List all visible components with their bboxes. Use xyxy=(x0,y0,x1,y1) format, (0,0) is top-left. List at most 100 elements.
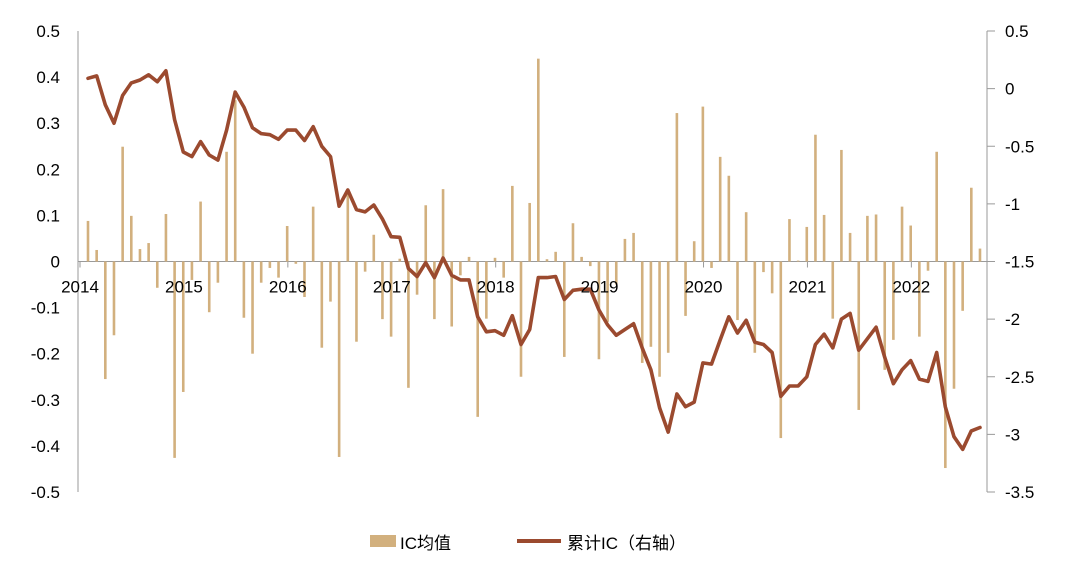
ic-bar xyxy=(329,261,332,302)
ic-bar xyxy=(121,146,124,262)
ic-bar xyxy=(485,261,488,319)
ic-bar xyxy=(381,261,384,320)
ic-bar xyxy=(372,234,376,262)
ic-bar xyxy=(692,241,696,262)
cumulative-ic-line xyxy=(86,69,982,452)
left-axis-tick-label: -0.2 xyxy=(31,345,60,364)
left-axis-tick-label: 0.5 xyxy=(36,22,60,41)
ic-bar xyxy=(588,261,592,267)
ic-bar xyxy=(718,156,722,262)
ic-bar xyxy=(970,187,973,262)
ic-bar xyxy=(961,261,964,311)
ic-bar xyxy=(147,243,150,262)
ic-bar xyxy=(727,175,731,262)
ic-bar xyxy=(840,149,843,262)
left-axis-tick-label: 0.2 xyxy=(36,160,60,179)
ic-bar xyxy=(796,260,800,262)
ic-bar xyxy=(710,261,713,268)
ic-bar xyxy=(649,261,653,347)
ic-bar xyxy=(86,220,90,262)
ic-bar xyxy=(450,261,454,327)
ic-bar xyxy=(675,113,679,262)
ic-bar xyxy=(294,261,298,264)
ic-bar xyxy=(563,261,566,357)
ic-bar xyxy=(537,58,540,262)
x-axis-tick-label: 2014 xyxy=(61,278,99,297)
ic-bar xyxy=(822,214,826,262)
ic-bar xyxy=(666,261,670,353)
ic-bar xyxy=(545,259,549,262)
bar-swatch-icon xyxy=(370,535,396,547)
ic-bar xyxy=(753,261,757,353)
ic-bar xyxy=(277,261,280,278)
ic-bar xyxy=(199,201,202,262)
ic-bar xyxy=(770,261,774,294)
right-axis-tick-label: -2.5 xyxy=(1005,368,1034,387)
ic-bar xyxy=(95,249,98,262)
ic-bar xyxy=(424,205,428,262)
ic-bar xyxy=(363,261,367,272)
legend-item-cumulative-ic: 累计IC（右轴） xyxy=(517,528,686,554)
ic-bar xyxy=(857,261,861,410)
left-axis-tick-label: 0.4 xyxy=(36,68,60,87)
ic-bar xyxy=(164,214,168,262)
x-axis-tick-label: 2019 xyxy=(581,278,619,297)
ic-bar xyxy=(926,261,930,271)
x-axis-tick-label: 2020 xyxy=(685,278,723,297)
ic-bar xyxy=(571,223,575,262)
ic-bar xyxy=(528,202,531,262)
ic-bar xyxy=(268,261,272,268)
ic-bar xyxy=(944,261,947,469)
ic-bar xyxy=(181,261,185,392)
left-axis-tick-label: -0.1 xyxy=(31,299,60,318)
ic-bar xyxy=(155,261,159,288)
ic-bar xyxy=(311,206,315,262)
ic-bar xyxy=(900,206,904,262)
ic-bar xyxy=(441,189,445,262)
right-axis-tick-label: -1 xyxy=(1005,195,1020,214)
ic-bar xyxy=(874,214,878,262)
ic-bar xyxy=(658,261,661,377)
ic-bar xyxy=(519,261,523,377)
ic-bar xyxy=(225,151,228,262)
right-axis-tick-label: 0 xyxy=(1005,80,1014,99)
ic-bar xyxy=(848,232,852,262)
ic-bar xyxy=(918,261,921,337)
ic-bar xyxy=(580,256,583,262)
x-axis-tick-label: 2018 xyxy=(477,278,515,297)
ic-bar xyxy=(614,261,618,285)
right-axis-tick-label: -0.5 xyxy=(1005,137,1034,156)
line-swatch-icon xyxy=(517,539,561,543)
ic-bar xyxy=(190,261,194,280)
ic-bar xyxy=(320,261,324,348)
ic-bar xyxy=(744,212,748,262)
ic-bar xyxy=(909,225,912,262)
x-axis-tick-label: 2021 xyxy=(789,278,827,297)
ic-bar xyxy=(459,261,462,276)
ic-bar xyxy=(502,261,505,278)
right-axis-tick-label: -3.5 xyxy=(1005,483,1034,502)
ic-bar xyxy=(242,261,246,318)
ic-bar xyxy=(511,185,514,262)
ic-bar xyxy=(935,151,938,262)
ic-bar xyxy=(398,258,402,262)
ic-bar xyxy=(251,261,254,354)
ic-bar xyxy=(337,261,341,457)
ic-bar xyxy=(952,261,956,389)
right-axis-tick-label: -2 xyxy=(1005,310,1020,329)
ic-bar xyxy=(623,238,627,262)
x-axis-tick-label: 2017 xyxy=(373,278,411,297)
ic-bar xyxy=(640,261,644,363)
ic-bar xyxy=(130,215,133,262)
legend-label-cumulative-ic: 累计IC（右轴） xyxy=(567,533,686,553)
ic-bar xyxy=(814,134,817,262)
x-axis-tick-label: 2016 xyxy=(269,278,307,297)
left-axis-tick-label: 0 xyxy=(51,253,60,272)
ic-bar xyxy=(104,261,107,380)
ic-bar xyxy=(736,261,739,321)
ic-bar xyxy=(978,248,982,262)
ic-bar xyxy=(207,261,211,313)
ic-bar xyxy=(467,256,471,262)
left-axis-tick-label: 0.3 xyxy=(36,114,60,133)
